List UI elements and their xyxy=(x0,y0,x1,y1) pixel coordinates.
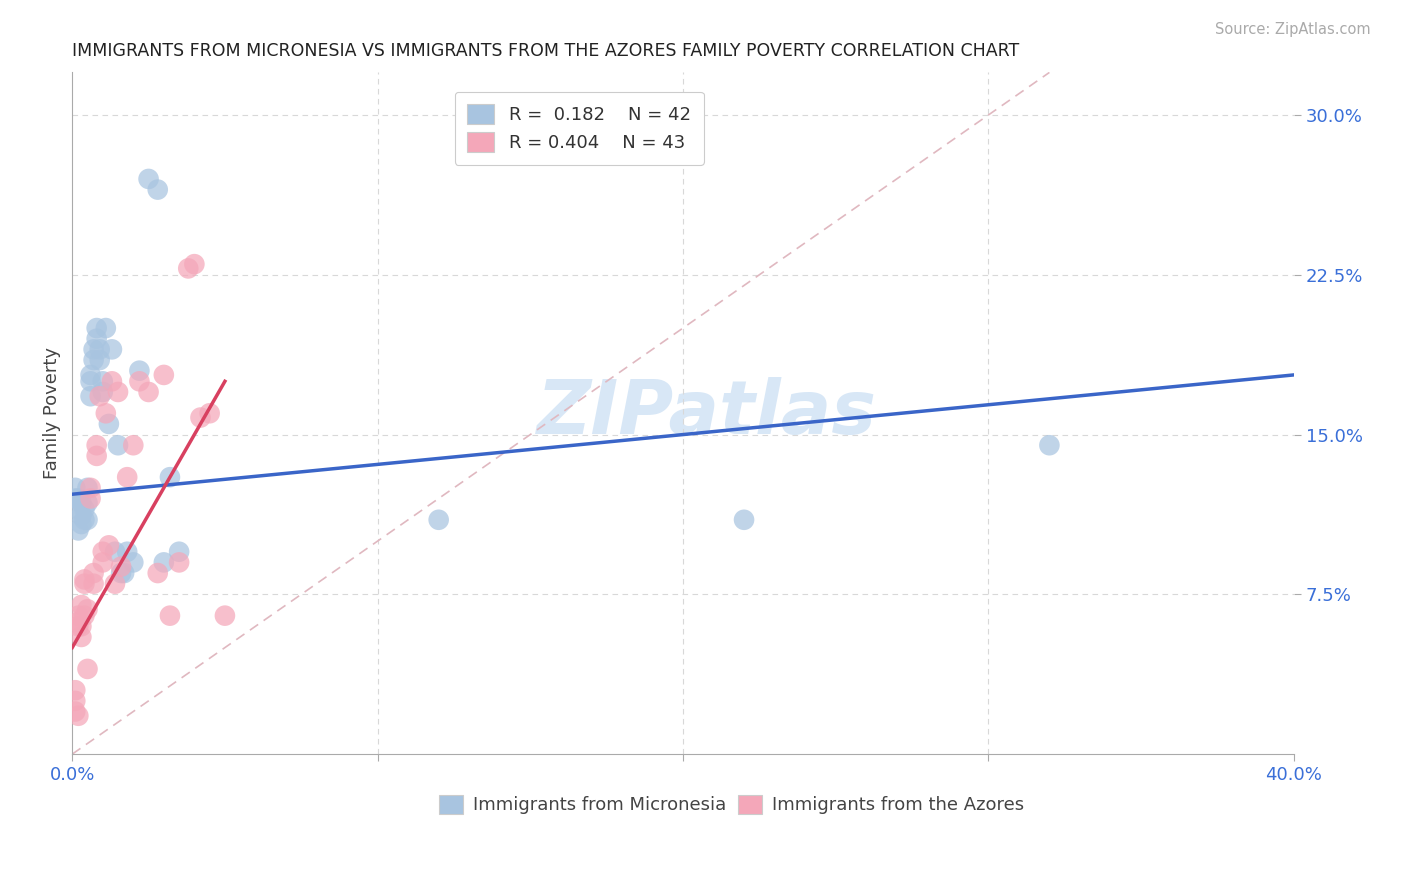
Point xyxy=(86,438,108,452)
Point xyxy=(115,470,138,484)
Point xyxy=(115,545,138,559)
Legend: R =  0.182    N = 42, R = 0.404    N = 43: R = 0.182 N = 42, R = 0.404 N = 43 xyxy=(454,92,703,165)
Point xyxy=(70,619,93,633)
Point xyxy=(128,364,150,378)
Point xyxy=(73,513,96,527)
Point xyxy=(97,417,120,431)
Point xyxy=(79,389,101,403)
Point xyxy=(91,555,114,569)
Point xyxy=(177,261,200,276)
Point xyxy=(159,608,181,623)
Point xyxy=(153,368,176,382)
Point xyxy=(107,438,129,452)
Text: IMMIGRANTS FROM MICRONESIA VS IMMIGRANTS FROM THE AZORES FAMILY POVERTY CORRELAT: IMMIGRANTS FROM MICRONESIA VS IMMIGRANTS… xyxy=(72,42,1019,60)
Point xyxy=(65,694,87,708)
Point xyxy=(214,608,236,623)
Point xyxy=(86,332,108,346)
Point xyxy=(110,559,132,574)
Point xyxy=(73,573,96,587)
Point xyxy=(79,481,101,495)
Y-axis label: Family Poverty: Family Poverty xyxy=(44,347,60,479)
FancyBboxPatch shape xyxy=(738,795,762,814)
Point xyxy=(89,353,111,368)
Point xyxy=(167,545,190,559)
Point xyxy=(79,374,101,388)
Point xyxy=(73,608,96,623)
Point xyxy=(76,481,98,495)
Point xyxy=(67,608,90,623)
Point xyxy=(65,705,87,719)
Point xyxy=(97,538,120,552)
Point xyxy=(122,438,145,452)
Text: Source: ZipAtlas.com: Source: ZipAtlas.com xyxy=(1215,22,1371,37)
Point xyxy=(91,545,114,559)
Point xyxy=(183,257,205,271)
Point xyxy=(70,598,93,612)
Point xyxy=(122,555,145,569)
Point xyxy=(107,384,129,399)
Point xyxy=(94,406,117,420)
Point xyxy=(70,508,93,523)
Point xyxy=(112,566,135,580)
Point xyxy=(65,481,87,495)
Point xyxy=(70,496,93,510)
Point xyxy=(91,384,114,399)
FancyBboxPatch shape xyxy=(439,795,463,814)
Point xyxy=(146,183,169,197)
Point xyxy=(83,343,105,357)
Point xyxy=(83,566,105,580)
Text: ZIPatlas: ZIPatlas xyxy=(537,376,877,450)
Point xyxy=(110,566,132,580)
Point xyxy=(70,516,93,531)
Point xyxy=(70,630,93,644)
Point xyxy=(159,470,181,484)
Point xyxy=(76,602,98,616)
Point xyxy=(73,502,96,516)
Point xyxy=(65,491,87,506)
Point xyxy=(101,374,124,388)
Point xyxy=(76,662,98,676)
Point xyxy=(65,683,87,698)
Point xyxy=(101,343,124,357)
Point xyxy=(138,172,160,186)
Point xyxy=(67,502,90,516)
Point xyxy=(153,555,176,569)
Point xyxy=(79,491,101,506)
Point xyxy=(67,524,90,538)
Point xyxy=(1038,438,1060,452)
Text: Immigrants from the Azores: Immigrants from the Azores xyxy=(772,796,1024,814)
Point xyxy=(67,615,90,629)
Point xyxy=(76,513,98,527)
Point xyxy=(86,321,108,335)
Point xyxy=(128,374,150,388)
Point xyxy=(67,708,90,723)
Point xyxy=(167,555,190,569)
Point xyxy=(83,576,105,591)
Point xyxy=(138,384,160,399)
Point xyxy=(76,496,98,510)
Point xyxy=(67,619,90,633)
Point xyxy=(104,576,127,591)
Point xyxy=(73,576,96,591)
Point xyxy=(733,513,755,527)
Point xyxy=(79,368,101,382)
Point xyxy=(67,491,90,506)
Point xyxy=(94,321,117,335)
Point xyxy=(146,566,169,580)
Point xyxy=(198,406,221,420)
Text: Immigrants from Micronesia: Immigrants from Micronesia xyxy=(472,796,725,814)
Point xyxy=(89,343,111,357)
Point xyxy=(83,353,105,368)
Point xyxy=(86,449,108,463)
Point xyxy=(427,513,450,527)
Point xyxy=(91,374,114,388)
Point xyxy=(104,545,127,559)
Point xyxy=(89,389,111,403)
Point xyxy=(190,410,212,425)
